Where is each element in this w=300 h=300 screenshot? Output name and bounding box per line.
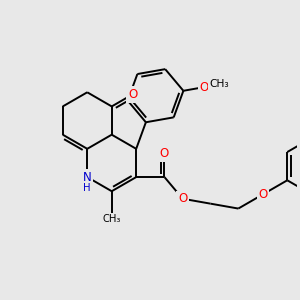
Text: O: O [160,147,169,161]
Text: O: O [128,88,137,101]
Text: H: H [83,183,91,193]
Text: O: O [258,188,267,201]
Text: O: O [200,81,209,94]
Text: N: N [83,171,92,184]
Text: CH₃: CH₃ [103,214,121,224]
Text: CH₃: CH₃ [210,80,230,89]
Text: O: O [178,192,187,205]
